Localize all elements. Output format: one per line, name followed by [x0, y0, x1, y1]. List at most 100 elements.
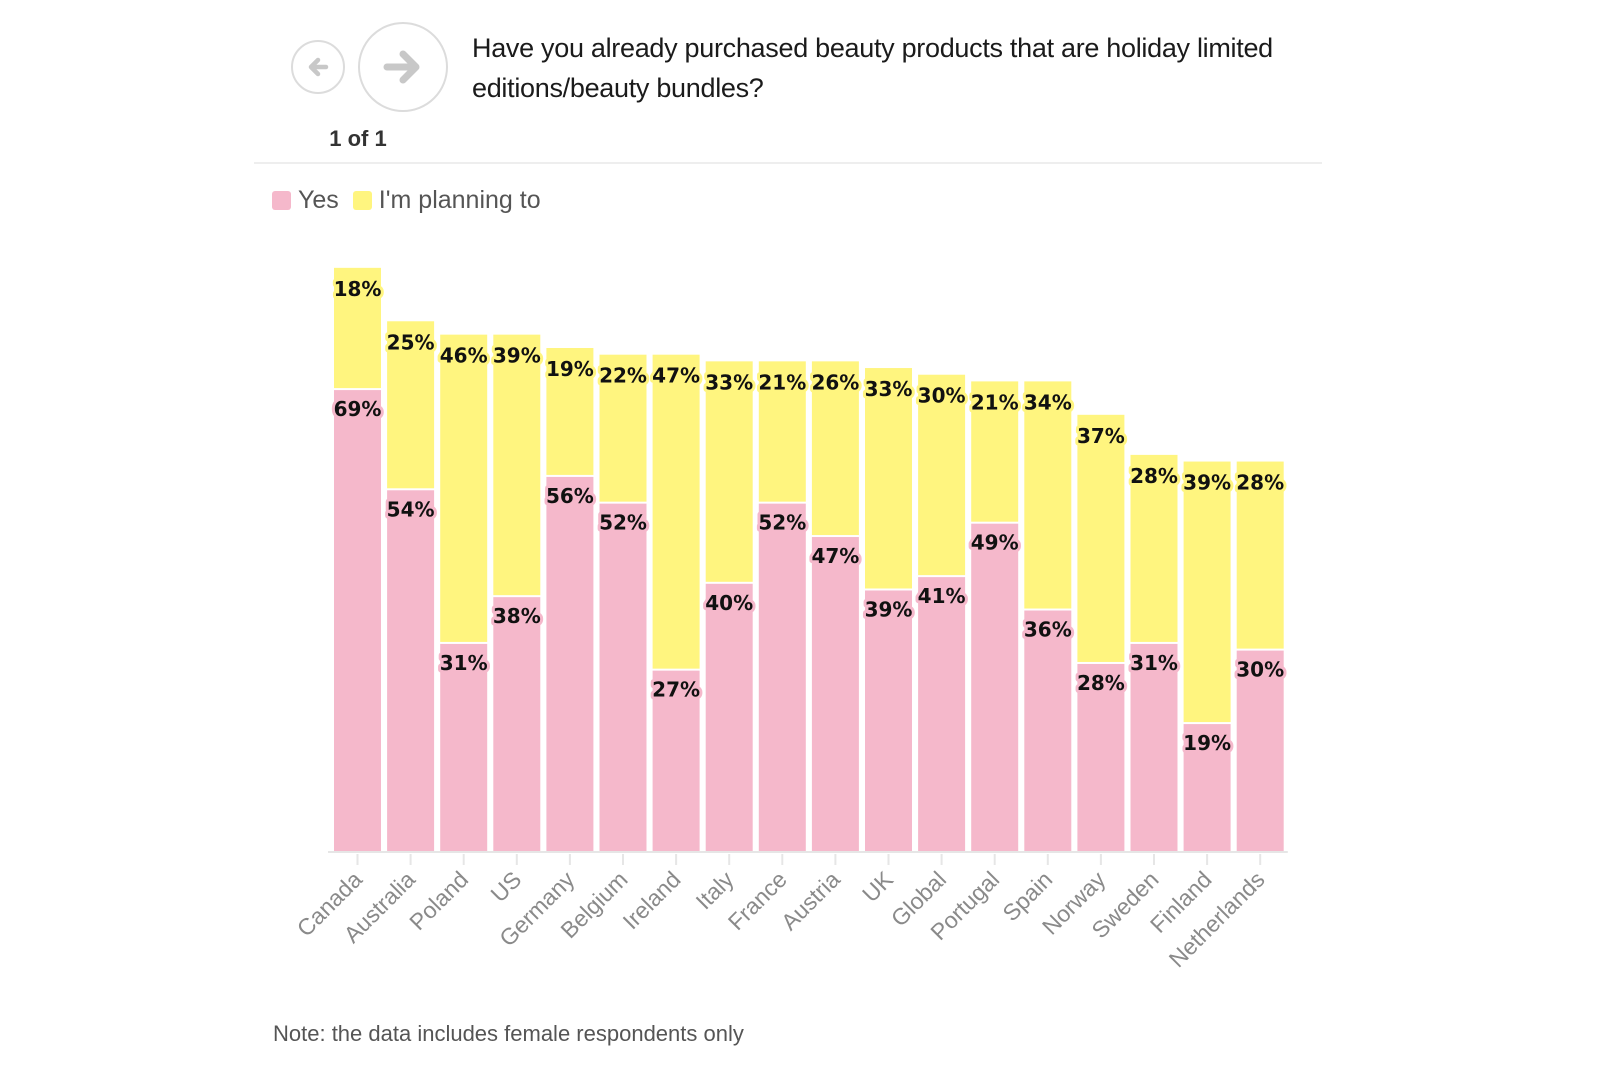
bar-planning — [387, 321, 435, 489]
bar-yes — [652, 670, 700, 851]
legend-swatch-planning — [352, 191, 372, 210]
bar-planning — [334, 267, 381, 389]
bar-yes — [865, 590, 912, 851]
previous-button[interactable] — [291, 40, 345, 94]
value-label-planning: 33% — [705, 370, 753, 394]
bar-group-netherlands[interactable]: 28% 30% — [1233, 461, 1287, 851]
bar-group-poland[interactable]: 46% 31% — [437, 334, 491, 851]
bar-group-norway[interactable]: 37% 28% — [1074, 414, 1128, 851]
x-tick-label: Austria — [776, 866, 845, 935]
legend-label-yes: Yes — [298, 186, 339, 214]
bar-group-uk[interactable]: 33% 39% — [862, 368, 915, 851]
bar-planning — [705, 361, 753, 582]
value-label-planning: 21% — [758, 370, 806, 394]
bar-yes — [599, 503, 647, 851]
bar-group-ireland[interactable]: 47% 27% — [649, 354, 703, 851]
pager-indicator: 1 of 1 — [329, 126, 387, 151]
bar-group-finland[interactable]: 39% 19% — [1180, 461, 1234, 851]
bar-yes — [811, 537, 859, 851]
bar-yes — [1077, 663, 1125, 851]
bar-yes — [493, 597, 541, 851]
next-button[interactable] — [358, 22, 448, 112]
bar-planning — [865, 368, 912, 589]
bar-planning — [546, 348, 594, 475]
value-label-yes: 49% — [971, 531, 1019, 555]
value-label-yes: 39% — [865, 597, 913, 621]
value-label-yes: 40% — [705, 591, 753, 615]
value-label-yes: 31% — [440, 651, 488, 675]
value-label-yes: 28% — [1077, 671, 1125, 695]
value-label-planning: 47% — [652, 364, 700, 388]
arrow-left-icon — [308, 57, 329, 77]
bar-planning — [811, 361, 859, 536]
bar-yes — [918, 577, 966, 851]
bar-group-belgium[interactable]: 22% 52% — [596, 354, 650, 851]
bar-yes — [758, 503, 806, 851]
bar-yes — [1130, 643, 1178, 851]
bar-yes — [440, 643, 488, 851]
value-label-planning: 26% — [811, 370, 859, 394]
bar-planning — [599, 354, 647, 502]
value-label-planning: 30% — [918, 384, 966, 408]
x-tick-label: Ireland — [618, 866, 686, 934]
bar-planning — [1024, 381, 1072, 609]
bar-group-australia[interactable]: 25% 54% — [384, 321, 438, 851]
x-tick-label: France — [723, 866, 792, 935]
arrow-right-icon — [383, 50, 420, 84]
bar-group-us[interactable]: 39% 38% — [490, 334, 544, 851]
value-label-yes: 54% — [387, 497, 435, 521]
legend: Yes I'm planning to — [272, 186, 555, 215]
value-label-planning: 22% — [599, 364, 647, 388]
bar-group-austria[interactable]: 26% 47% — [808, 361, 862, 851]
bar-yes — [334, 390, 381, 851]
value-label-yes: 30% — [1236, 658, 1284, 682]
bar-planning — [1183, 461, 1231, 723]
value-label-yes: 19% — [1183, 731, 1231, 755]
value-label-planning: 18% — [334, 277, 382, 301]
bar-group-global[interactable]: 30% 41% — [915, 374, 969, 851]
bar-group-germany[interactable]: 19% 56% — [543, 348, 597, 851]
bar-group-portugal[interactable]: 21% 49% — [968, 381, 1022, 851]
value-label-planning: 37% — [1077, 424, 1125, 448]
bar-yes — [971, 523, 1019, 851]
bar-yes — [1183, 724, 1231, 851]
bar-yes — [1024, 610, 1072, 851]
legend-item-yes[interactable]: Yes — [272, 186, 339, 215]
bar-group-italy[interactable]: 33% 40% — [702, 361, 756, 851]
value-label-yes: 52% — [599, 511, 647, 535]
x-tick-label: Poland — [404, 866, 473, 935]
bar-group-canada[interactable]: 18% 69% — [331, 267, 384, 851]
value-label-yes: 69% — [334, 397, 382, 421]
bar-planning — [971, 381, 1019, 522]
bar-planning — [758, 361, 806, 502]
value-label-yes: 47% — [811, 544, 859, 568]
chart-note: Note: the data includes female responden… — [273, 1021, 744, 1046]
value-label-yes: 52% — [758, 511, 806, 535]
value-label-planning: 19% — [546, 357, 594, 381]
value-label-planning: 28% — [1236, 471, 1284, 495]
bar-planning — [652, 354, 700, 669]
x-tick-label: UK — [857, 866, 898, 907]
value-label-yes: 41% — [918, 584, 966, 608]
value-label-yes: 36% — [1024, 618, 1072, 642]
divider — [254, 162, 1322, 164]
value-label-yes: 31% — [1130, 651, 1178, 675]
bar-yes — [387, 490, 435, 851]
bar-planning — [1236, 461, 1284, 649]
bar-yes — [546, 476, 594, 851]
x-tick-label: US — [485, 866, 526, 907]
bar-yes — [705, 583, 753, 851]
bar-group-sweden[interactable]: 28% 31% — [1127, 454, 1181, 851]
bar-planning — [1130, 454, 1178, 642]
value-label-planning: 28% — [1130, 464, 1178, 488]
value-label-planning: 21% — [971, 390, 1019, 414]
bar-group-spain[interactable]: 34% 36% — [1021, 381, 1075, 851]
value-label-planning: 25% — [387, 330, 435, 354]
value-label-yes: 38% — [493, 604, 541, 628]
bar-group-france[interactable]: 21% 52% — [755, 361, 809, 851]
value-label-planning: 34% — [1024, 390, 1072, 414]
legend-item-planning[interactable]: I'm planning to — [352, 186, 541, 215]
value-label-yes: 56% — [546, 484, 594, 508]
value-label-planning: 46% — [440, 344, 488, 368]
